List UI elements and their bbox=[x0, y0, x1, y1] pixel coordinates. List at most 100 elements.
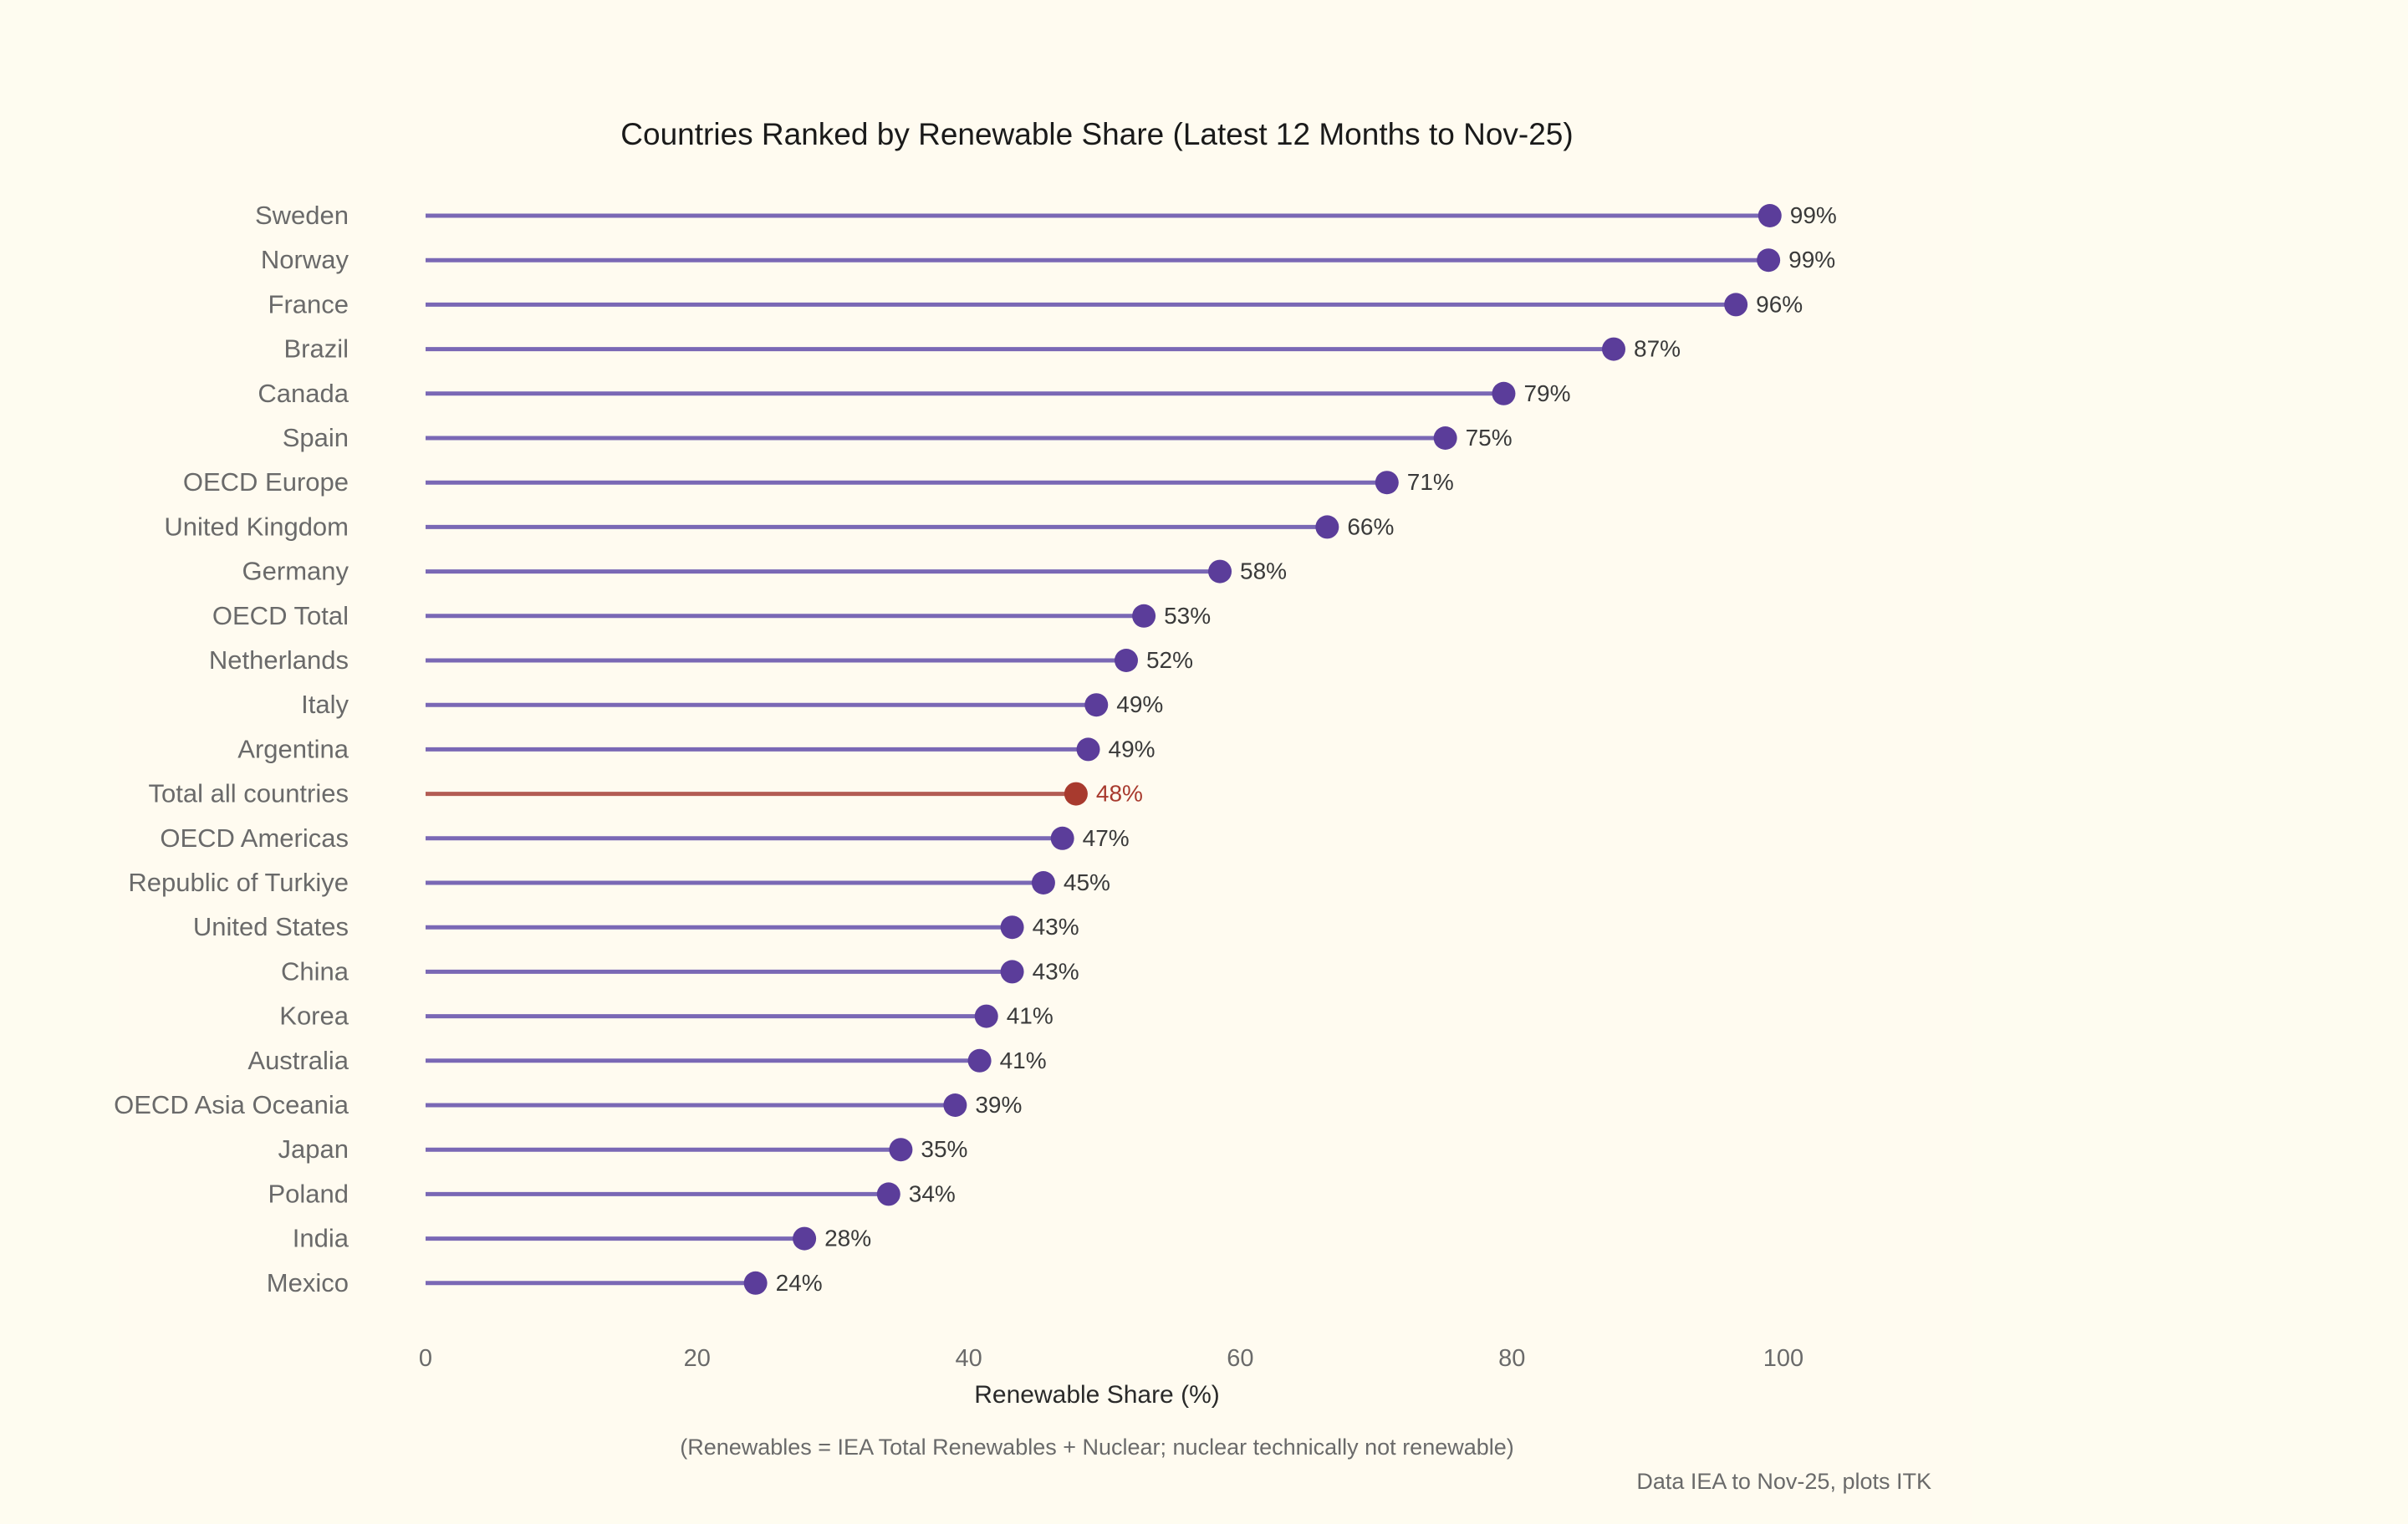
data-point bbox=[1031, 871, 1055, 895]
data-point bbox=[1433, 426, 1457, 450]
value-label: 41% bbox=[1000, 1047, 1047, 1073]
row-oecd-europe: OECD Europe 71% bbox=[183, 467, 1454, 497]
row-japan: Japan 35% bbox=[278, 1134, 968, 1164]
category-label: Norway bbox=[261, 245, 349, 274]
value-label: 41% bbox=[1007, 1003, 1054, 1029]
value-label: 49% bbox=[1116, 691, 1163, 717]
row-total-all-countries: Total all countries 48% bbox=[148, 779, 1142, 808]
value-label: 28% bbox=[824, 1226, 871, 1251]
data-point bbox=[1064, 782, 1088, 806]
row-mexico: Mexico 24% bbox=[267, 1268, 823, 1297]
row-korea: Korea 41% bbox=[279, 1002, 1053, 1031]
data-point bbox=[1000, 915, 1024, 940]
row-italy: Italy 49% bbox=[301, 690, 1163, 719]
category-label: Japan bbox=[278, 1134, 349, 1164]
row-argentina: Argentina 49% bbox=[237, 734, 1155, 763]
value-label: 34% bbox=[909, 1180, 956, 1206]
category-label: Sweden bbox=[255, 201, 349, 230]
category-label: Korea bbox=[279, 1002, 349, 1031]
value-label: 47% bbox=[1083, 825, 1130, 851]
value-label: 79% bbox=[1523, 380, 1570, 406]
value-label: 43% bbox=[1033, 958, 1079, 984]
x-tick-label: 80 bbox=[1498, 1345, 1525, 1372]
data-point bbox=[1050, 826, 1074, 850]
x-tick-label: 0 bbox=[419, 1345, 432, 1372]
category-label: Spain bbox=[283, 423, 349, 452]
row-france: France 96% bbox=[268, 289, 1803, 319]
value-label: 99% bbox=[1790, 202, 1837, 228]
data-point bbox=[1375, 471, 1399, 495]
data-point bbox=[1492, 381, 1516, 405]
data-point bbox=[889, 1138, 913, 1162]
category-label: Australia bbox=[247, 1046, 349, 1075]
value-label: 45% bbox=[1064, 869, 1110, 895]
row-poland: Poland 34% bbox=[268, 1179, 955, 1208]
category-label: France bbox=[268, 289, 349, 319]
row-australia: Australia 41% bbox=[247, 1046, 1046, 1075]
value-label: 35% bbox=[921, 1136, 967, 1162]
category-label: OECD Europe bbox=[183, 467, 349, 497]
x-axis-label: Renewable Share (%) bbox=[974, 1381, 1219, 1409]
x-tick-label: 60 bbox=[1227, 1345, 1253, 1372]
data-point bbox=[974, 1004, 998, 1028]
data-point bbox=[1076, 737, 1100, 762]
chart-title: Countries Ranked by Renewable Share (Lat… bbox=[620, 117, 1573, 151]
category-label: Republic of Turkiye bbox=[128, 868, 349, 897]
data-point bbox=[1315, 515, 1339, 539]
row-united-kingdom: United Kingdom 66% bbox=[164, 512, 1394, 541]
category-label: Poland bbox=[268, 1179, 349, 1208]
value-label: 52% bbox=[1146, 647, 1193, 673]
category-label: Brazil bbox=[283, 334, 349, 364]
row-spain: Spain 75% bbox=[283, 423, 1513, 452]
category-label: OECD Total bbox=[212, 601, 349, 630]
source-credit: Data IEA to Nov-25, plots ITK bbox=[1636, 1469, 1931, 1494]
data-point bbox=[876, 1182, 900, 1206]
row-india: India 28% bbox=[293, 1224, 871, 1253]
value-label: 75% bbox=[1466, 425, 1513, 451]
row-canada: Canada 79% bbox=[258, 379, 1570, 408]
category-label: Germany bbox=[242, 557, 349, 586]
category-label: Argentina bbox=[237, 734, 349, 763]
value-label: 49% bbox=[1109, 736, 1156, 762]
data-point bbox=[793, 1226, 817, 1251]
data-point bbox=[1724, 293, 1748, 317]
row-brazil: Brazil 87% bbox=[283, 334, 1681, 364]
value-label: 39% bbox=[975, 1092, 1022, 1118]
category-label: United Kingdom bbox=[164, 512, 349, 541]
category-label: Italy bbox=[301, 690, 349, 719]
chart-note: (Renewables = IEA Total Renewables + Nuc… bbox=[680, 1435, 1514, 1460]
x-axis-ticks: 0 20 40 60 80 100 bbox=[419, 1345, 1803, 1372]
row-netherlands: Netherlands 52% bbox=[209, 645, 1193, 675]
row-germany: Germany 58% bbox=[242, 557, 1288, 586]
row-oecd-americas: OECD Americas 47% bbox=[160, 823, 1129, 853]
data-point bbox=[1000, 960, 1024, 984]
row-oecd-total: OECD Total 53% bbox=[212, 601, 1211, 630]
data-point bbox=[1132, 604, 1156, 628]
category-label: OECD Americas bbox=[160, 823, 349, 853]
value-label: 48% bbox=[1096, 781, 1143, 807]
value-label: 71% bbox=[1407, 469, 1454, 495]
value-label: 87% bbox=[1634, 336, 1681, 362]
plot-background bbox=[119, 0, 1972, 1520]
category-label: Canada bbox=[258, 379, 349, 408]
row-norway: Norway 99% bbox=[261, 245, 1835, 274]
category-label: China bbox=[281, 956, 349, 986]
data-point bbox=[943, 1093, 967, 1117]
x-tick-label: 100 bbox=[1763, 1345, 1803, 1372]
data-point bbox=[1208, 559, 1232, 584]
data-point bbox=[1758, 204, 1782, 227]
value-label: 66% bbox=[1347, 513, 1394, 539]
category-label: Total all countries bbox=[148, 779, 349, 808]
category-label: Mexico bbox=[267, 1268, 349, 1297]
category-label: United States bbox=[193, 912, 349, 941]
value-label: 96% bbox=[1756, 291, 1803, 317]
data-rows: Sweden 99% Norway 99% France 96% Brazil 87% Cana… bbox=[114, 201, 1837, 1297]
row-sweden: Sweden 99% bbox=[255, 201, 1837, 230]
value-label: 24% bbox=[776, 1270, 823, 1296]
value-label: 99% bbox=[1788, 247, 1835, 273]
category-label: Netherlands bbox=[209, 645, 349, 675]
category-label: India bbox=[293, 1224, 349, 1253]
row-united-states: United States 43% bbox=[193, 912, 1079, 941]
